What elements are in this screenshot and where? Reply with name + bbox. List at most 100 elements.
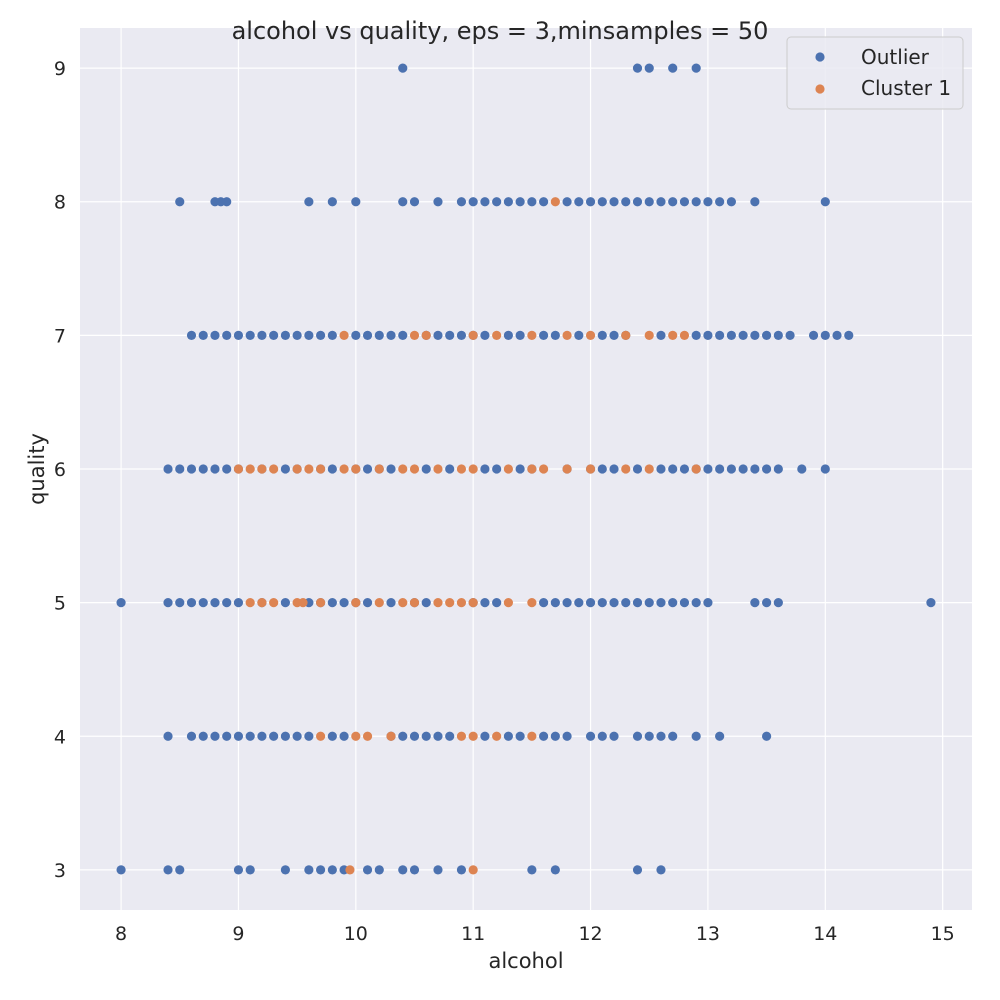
data-point <box>222 598 232 608</box>
data-point <box>644 731 654 741</box>
data-point <box>116 865 126 875</box>
data-point <box>527 865 537 875</box>
data-point <box>679 330 690 340</box>
data-point <box>398 464 408 474</box>
data-point <box>409 598 420 608</box>
data-point <box>269 731 279 741</box>
data-point <box>668 330 678 340</box>
y-tick-label: 8 <box>54 192 66 214</box>
data-point <box>175 865 185 875</box>
data-point <box>492 197 502 207</box>
data-point <box>691 330 701 340</box>
data-point <box>409 731 420 741</box>
data-point <box>245 330 255 340</box>
data-point <box>762 731 772 741</box>
data-point <box>280 731 290 741</box>
data-point <box>691 731 701 741</box>
data-point <box>585 330 596 340</box>
data-point <box>632 63 643 73</box>
data-point <box>656 197 666 207</box>
data-point <box>421 464 431 474</box>
data-point <box>468 865 478 875</box>
data-point <box>280 598 290 608</box>
data-point <box>503 464 513 474</box>
data-point <box>679 464 690 474</box>
data-point <box>597 197 607 207</box>
data-point <box>726 464 736 474</box>
data-point <box>691 63 701 73</box>
data-point <box>433 865 443 875</box>
data-point <box>597 731 607 741</box>
data-point <box>703 197 713 207</box>
data-point <box>362 598 373 608</box>
y-tick-label: 6 <box>54 459 66 481</box>
data-point <box>304 197 314 207</box>
data-point <box>456 865 467 875</box>
data-point <box>456 330 467 340</box>
data-point <box>456 464 467 474</box>
data-point <box>398 63 408 73</box>
data-point <box>398 330 408 340</box>
data-point <box>304 731 314 741</box>
data-point <box>668 63 678 73</box>
data-point <box>585 197 596 207</box>
data-point <box>527 598 537 608</box>
data-point <box>362 731 373 741</box>
data-point <box>468 598 478 608</box>
data-point <box>351 464 361 474</box>
data-point <box>233 731 244 741</box>
data-point <box>433 330 443 340</box>
data-point <box>820 197 830 207</box>
data-point <box>163 731 173 741</box>
data-point <box>421 731 431 741</box>
data-point <box>585 598 596 608</box>
data-point <box>421 330 431 340</box>
data-point <box>339 330 349 340</box>
data-point <box>186 598 197 608</box>
data-point <box>550 731 560 741</box>
data-point <box>632 197 643 207</box>
data-point <box>539 598 549 608</box>
data-point <box>374 598 384 608</box>
data-point <box>327 197 337 207</box>
data-point <box>703 598 713 608</box>
data-point <box>327 464 337 474</box>
data-point <box>480 731 490 741</box>
data-point <box>433 464 443 474</box>
data-point <box>233 598 244 608</box>
data-point <box>210 598 220 608</box>
data-point <box>644 464 654 474</box>
chart-title: alcohol vs quality, eps = 3,minsamples =… <box>232 17 769 45</box>
data-point <box>269 330 279 340</box>
data-point <box>515 330 525 340</box>
data-point <box>316 598 326 608</box>
data-point <box>679 197 690 207</box>
data-point <box>503 197 513 207</box>
data-point <box>351 197 361 207</box>
legend-label-outlier: Outlier <box>861 45 930 69</box>
data-point <box>656 598 666 608</box>
data-point <box>527 464 537 474</box>
x-tick-label: 12 <box>578 923 602 945</box>
data-point <box>492 598 502 608</box>
data-point <box>304 330 314 340</box>
y-tick-label: 5 <box>54 593 66 615</box>
data-point <box>269 598 279 608</box>
data-point <box>539 330 549 340</box>
data-point <box>656 464 666 474</box>
data-point <box>386 598 396 608</box>
data-point <box>632 731 643 741</box>
data-point <box>433 731 443 741</box>
data-point <box>668 464 678 474</box>
data-point <box>351 731 361 741</box>
data-point <box>257 330 267 340</box>
data-point <box>656 731 666 741</box>
data-point <box>280 865 290 875</box>
data-point <box>632 598 643 608</box>
data-point <box>163 865 173 875</box>
data-point <box>386 330 396 340</box>
data-point <box>703 464 713 474</box>
legend-marker-cluster-1 <box>815 84 825 94</box>
data-point <box>456 197 467 207</box>
